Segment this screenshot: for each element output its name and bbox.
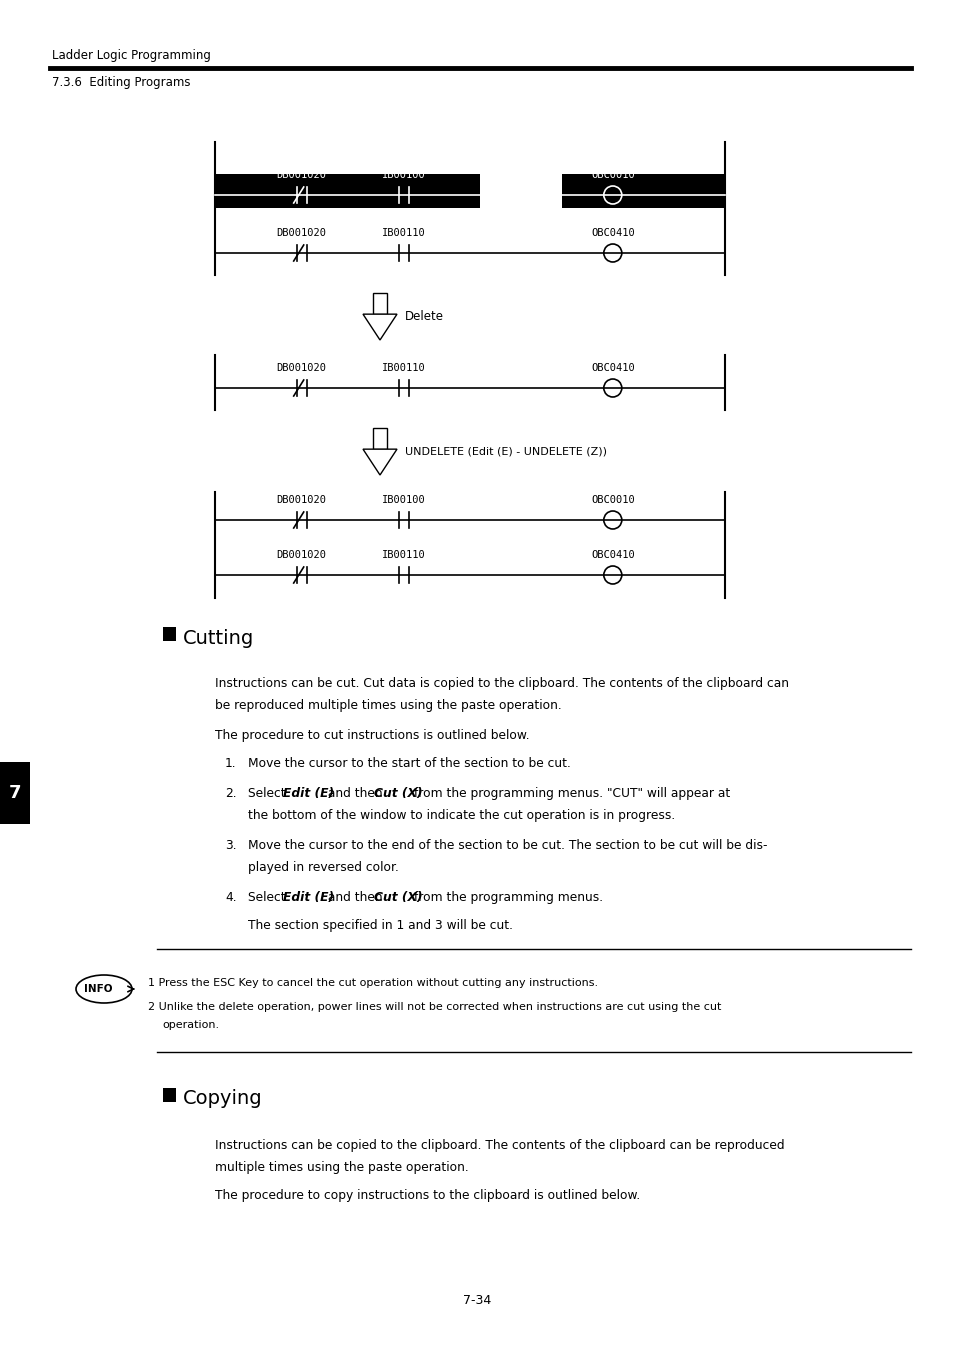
- Text: OBC0410: OBC0410: [590, 363, 634, 373]
- Text: IB00110: IB00110: [381, 228, 425, 238]
- Text: Edit (E): Edit (E): [283, 892, 335, 904]
- Text: OBC0410: OBC0410: [590, 228, 634, 238]
- Bar: [373, 428, 387, 449]
- Text: from the programming menus.: from the programming menus.: [409, 892, 602, 904]
- Text: Ladder Logic Programming: Ladder Logic Programming: [52, 49, 211, 62]
- Text: and then: and then: [323, 788, 386, 800]
- Text: 4.: 4.: [225, 892, 236, 904]
- Bar: [561, 174, 724, 208]
- Text: The procedure to cut instructions is outlined below.: The procedure to cut instructions is out…: [214, 730, 529, 742]
- Text: INFO: INFO: [84, 984, 112, 994]
- Text: 7-34: 7-34: [462, 1294, 491, 1306]
- Text: 2.: 2.: [225, 788, 236, 800]
- Text: 2 Unlike the delete operation, power lines will not be corrected when instructio: 2 Unlike the delete operation, power lin…: [148, 1002, 720, 1012]
- Text: 7.3.6  Editing Programs: 7.3.6 Editing Programs: [52, 76, 191, 89]
- Text: Instructions can be cut. Cut data is copied to the clipboard. The contents of th: Instructions can be cut. Cut data is cop…: [214, 677, 788, 690]
- Text: Cut (X): Cut (X): [374, 892, 422, 904]
- Text: 3.: 3.: [225, 839, 236, 852]
- Text: DB001020: DB001020: [276, 363, 326, 373]
- Text: IB00110: IB00110: [381, 550, 425, 561]
- Bar: [163, 627, 175, 640]
- Text: UNDELETE (Edit (E) - UNDELETE (Z)): UNDELETE (Edit (E) - UNDELETE (Z)): [405, 446, 606, 457]
- Text: Edit (E): Edit (E): [283, 788, 335, 800]
- Text: OBC0010: OBC0010: [590, 170, 634, 180]
- Text: Instructions can be copied to the clipboard. The contents of the clipboard can b: Instructions can be copied to the clipbo…: [214, 1139, 783, 1152]
- Bar: [214, 174, 479, 208]
- Text: Delete: Delete: [405, 309, 443, 323]
- Text: DB001020: DB001020: [276, 494, 326, 505]
- Bar: [163, 1088, 175, 1102]
- Text: IB00100: IB00100: [381, 170, 425, 180]
- Text: OBC0410: OBC0410: [590, 550, 634, 561]
- Text: IB00100: IB00100: [381, 494, 425, 505]
- Text: Cutting: Cutting: [183, 628, 254, 647]
- Polygon shape: [363, 449, 396, 476]
- Text: 1 Press the ESC Key to cancel the cut operation without cutting any instructions: 1 Press the ESC Key to cancel the cut op…: [148, 978, 598, 988]
- Text: Select: Select: [248, 892, 289, 904]
- Text: be reproduced multiple times using the paste operation.: be reproduced multiple times using the p…: [214, 698, 561, 712]
- Ellipse shape: [76, 975, 132, 1002]
- Bar: [373, 293, 387, 315]
- Text: Select: Select: [248, 788, 289, 800]
- Text: 7: 7: [9, 784, 21, 802]
- Text: OBC0010: OBC0010: [590, 494, 634, 505]
- Text: from the programming menus. "CUT" will appear at: from the programming menus. "CUT" will a…: [409, 788, 729, 800]
- Text: Cut (X): Cut (X): [374, 788, 422, 800]
- Text: 1.: 1.: [225, 757, 236, 770]
- Text: DB001020: DB001020: [276, 170, 326, 180]
- Polygon shape: [363, 315, 396, 340]
- Text: The section specified in 1 and 3 will be cut.: The section specified in 1 and 3 will be…: [248, 919, 513, 932]
- Text: DB001020: DB001020: [276, 228, 326, 238]
- Text: multiple times using the paste operation.: multiple times using the paste operation…: [214, 1161, 468, 1174]
- Bar: [0, 762, 30, 824]
- Text: Move the cursor to the start of the section to be cut.: Move the cursor to the start of the sect…: [248, 757, 570, 770]
- Text: The procedure to copy instructions to the clipboard is outlined below.: The procedure to copy instructions to th…: [214, 1189, 639, 1202]
- Text: played in reversed color.: played in reversed color.: [248, 861, 398, 874]
- Text: and then: and then: [323, 892, 386, 904]
- Text: Move the cursor to the end of the section to be cut. The section to be cut will : Move the cursor to the end of the sectio…: [248, 839, 767, 852]
- Text: DB001020: DB001020: [276, 550, 326, 561]
- Text: operation.: operation.: [162, 1020, 219, 1029]
- Text: the bottom of the window to indicate the cut operation is in progress.: the bottom of the window to indicate the…: [248, 809, 675, 821]
- Text: Copying: Copying: [183, 1089, 262, 1109]
- Text: IB00110: IB00110: [381, 363, 425, 373]
